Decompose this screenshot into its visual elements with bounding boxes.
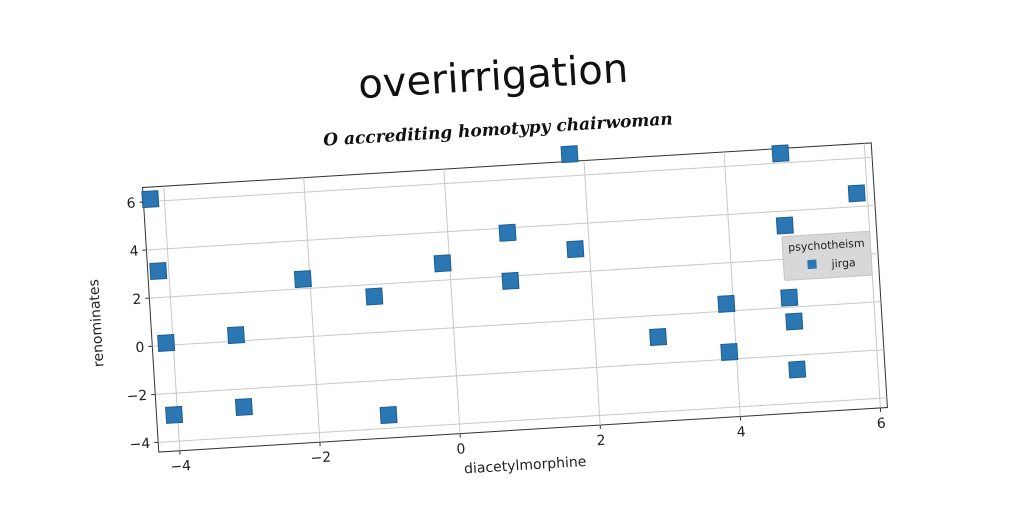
y-gridline: [155, 349, 884, 395]
x-gridline: [443, 169, 461, 434]
x-tick-label: 0: [456, 441, 466, 458]
data-point: [498, 223, 517, 242]
grid: [143, 143, 887, 451]
y-tick-label: 0: [135, 340, 145, 357]
data-point: [780, 288, 799, 307]
x-gridline: [863, 143, 881, 408]
y-tick-label: −4: [129, 436, 151, 453]
data-point: [365, 287, 384, 306]
y-tick-label: 4: [129, 244, 139, 261]
x-tick-label: 4: [736, 424, 746, 441]
data-point: [717, 294, 736, 313]
data-point: [560, 145, 579, 164]
legend-title: psychotheism: [788, 237, 865, 255]
x-gridline: [723, 151, 741, 417]
plot-area: −4 −2 0 2 4 6 −4 −2 0 2 4 6 diacetylmorphine renomi…: [86, 142, 888, 477]
data-point: [771, 144, 790, 163]
data-point: [141, 190, 160, 209]
data-point: [649, 328, 668, 347]
x-tick-label: −4: [170, 458, 192, 475]
y-gridline: [143, 156, 873, 203]
x-tick-label: −2: [310, 450, 332, 467]
legend-marker-jirga: [807, 259, 817, 270]
chart-title: overirrigation: [357, 46, 629, 108]
data-point: [234, 398, 253, 417]
x-tick-label: 6: [876, 416, 886, 433]
data-point: [788, 360, 807, 379]
x-gridline: [583, 160, 601, 426]
data-point: [157, 333, 176, 352]
y-gridline: [152, 301, 881, 347]
data-point: [785, 312, 804, 331]
plot-frame: [142, 142, 888, 453]
data-point: [775, 216, 794, 235]
data-point: [379, 406, 398, 425]
data-point: [149, 262, 168, 281]
data-point: [720, 342, 739, 361]
data-point: [501, 271, 520, 290]
x-gridline: [303, 177, 321, 443]
legend: psychotheism jirga: [781, 230, 873, 281]
y-tick-label: 2: [132, 292, 142, 309]
data-point: [165, 405, 184, 424]
y-gridline: [158, 397, 887, 443]
y-tick-label: −2: [126, 388, 148, 405]
y-tick-label: 6: [126, 195, 136, 212]
x-axis-label: diacetylmorphine: [464, 454, 587, 477]
y-axis-label: renominates: [86, 279, 107, 368]
data-point: [433, 254, 452, 273]
chart-subtitle: O accrediting homotypy chairwoman: [323, 109, 674, 150]
data-point: [227, 326, 246, 345]
series-jirga: [141, 144, 866, 425]
data-point: [847, 184, 866, 203]
legend-entry-jirga: jirga: [830, 256, 856, 271]
data-point: [293, 270, 312, 289]
x-tick-label: 2: [596, 433, 606, 450]
axis-ticks: −4 −2 0 2 4 6 −4 −2 0 2 4 6: [126, 195, 886, 475]
data-point: [566, 240, 585, 259]
legend-box: [781, 230, 873, 281]
